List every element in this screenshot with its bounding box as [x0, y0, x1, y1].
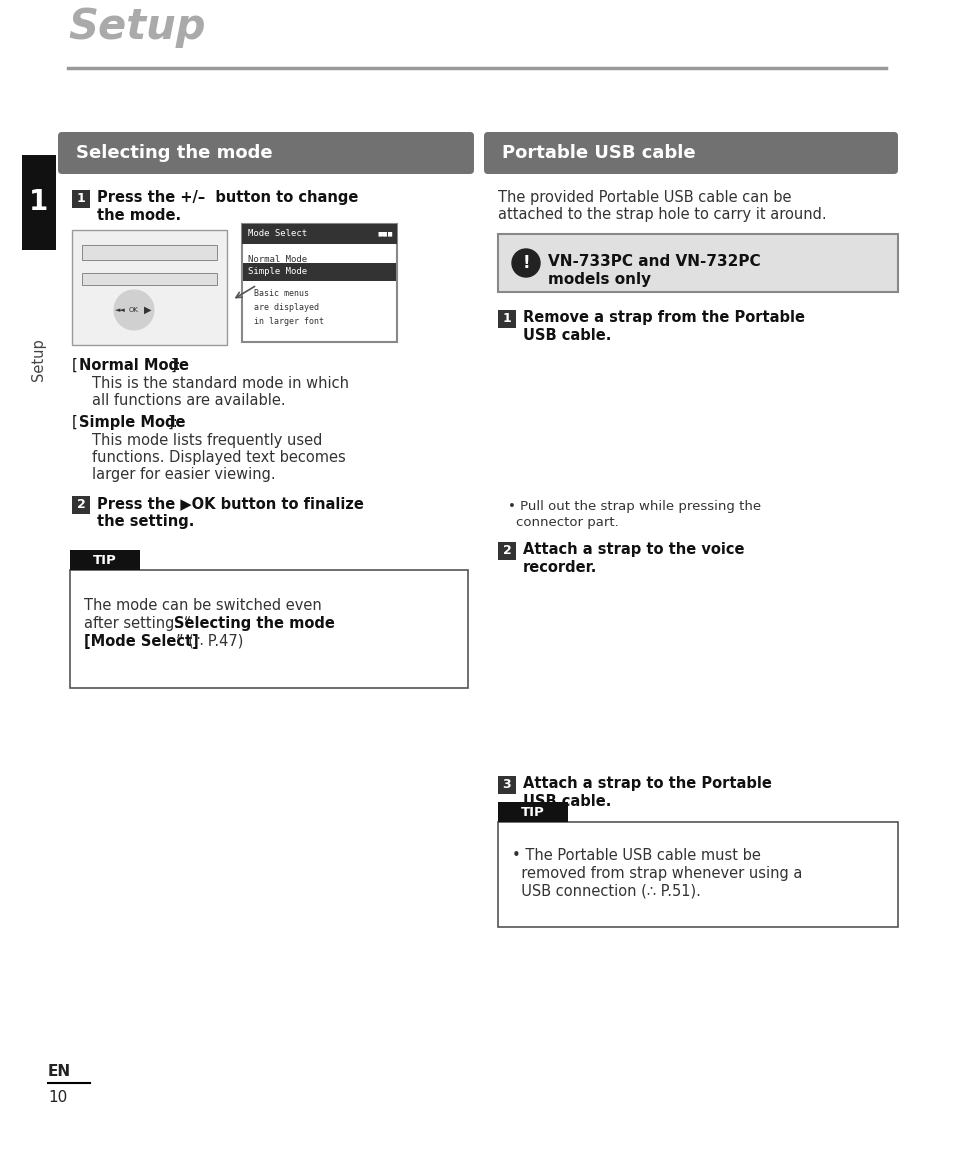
Bar [497, 776, 516, 794]
Text: TIP: TIP [93, 554, 117, 566]
Text: EN: EN [48, 1064, 71, 1079]
Text: The mode can be switched even: The mode can be switched even [84, 598, 321, 613]
Text: • Pull out the strap while pressing the: • Pull out the strap while pressing the [507, 500, 760, 513]
Bar [71, 496, 90, 514]
Text: [: [ [71, 415, 77, 430]
Text: ◄◄: ◄◄ [114, 307, 125, 313]
Text: Remove a strap from the Portable: Remove a strap from the Portable [522, 310, 804, 325]
Text: ]:: ]: [168, 415, 178, 430]
Text: 3: 3 [502, 778, 511, 792]
Text: removed from strap whenever using a: removed from strap whenever using a [512, 866, 801, 881]
FancyBboxPatch shape [58, 132, 474, 174]
Text: connector part.: connector part. [516, 516, 618, 529]
Bar [497, 542, 516, 560]
Bar [71, 230, 227, 345]
Text: in larger font: in larger font [253, 317, 324, 327]
Text: ]:: ]: [171, 358, 182, 373]
Text: Normal Mode: Normal Mode [79, 358, 189, 373]
Text: !: ! [521, 254, 529, 272]
Text: after setting. “: after setting. “ [84, 616, 191, 631]
Text: functions. Displayed text becomes: functions. Displayed text becomes [91, 450, 345, 466]
FancyBboxPatch shape [483, 132, 897, 174]
Bar [70, 550, 140, 570]
Text: 1: 1 [76, 192, 85, 205]
Bar [70, 570, 468, 688]
Text: 1: 1 [30, 188, 49, 217]
Text: the mode.: the mode. [97, 208, 181, 223]
Text: Normal Mode: Normal Mode [248, 255, 307, 264]
Circle shape [512, 249, 539, 277]
Bar [242, 223, 396, 342]
Text: The provided Portable USB cable can be: The provided Portable USB cable can be [497, 190, 791, 205]
Text: Attach a strap to the voice: Attach a strap to the voice [522, 542, 743, 557]
Circle shape [113, 290, 153, 330]
Text: Portable USB cable: Portable USB cable [501, 144, 695, 162]
Text: Setup: Setup [31, 338, 47, 381]
Text: Press the +/–  button to change: Press the +/– button to change [97, 190, 358, 205]
Text: larger for easier viewing.: larger for easier viewing. [91, 467, 275, 482]
Text: ■■■: ■■■ [376, 232, 393, 236]
Text: 2: 2 [502, 544, 511, 557]
Text: 10: 10 [48, 1090, 67, 1105]
Bar [243, 263, 395, 281]
Text: ▶: ▶ [144, 305, 152, 315]
Text: This mode lists frequently used: This mode lists frequently used [91, 433, 322, 448]
Text: all functions are available.: all functions are available. [91, 393, 285, 408]
Bar [497, 802, 567, 822]
Text: are displayed: are displayed [253, 303, 318, 313]
Bar [497, 234, 897, 292]
Text: models only: models only [547, 272, 651, 287]
Text: 1: 1 [502, 313, 511, 325]
Text: Press the ▶OK button to finalize: Press the ▶OK button to finalize [97, 496, 363, 511]
Text: Simple Mode: Simple Mode [248, 267, 307, 277]
Text: TIP: TIP [520, 806, 544, 819]
Text: Attach a strap to the Portable: Attach a strap to the Portable [522, 776, 771, 791]
Text: [: [ [71, 358, 77, 373]
Text: Selecting the mode: Selecting the mode [173, 616, 335, 631]
Text: Setup: Setup [68, 6, 205, 47]
Bar [82, 245, 216, 261]
Text: attached to the strap hole to carry it around.: attached to the strap hole to carry it a… [497, 207, 825, 222]
Text: VN-733PC and VN-732PC: VN-733PC and VN-732PC [547, 254, 760, 269]
Text: ” (∴ P.47): ” (∴ P.47) [175, 633, 243, 648]
Bar [242, 223, 396, 244]
Text: 2: 2 [76, 498, 85, 512]
Text: This is the standard mode in which: This is the standard mode in which [91, 376, 349, 391]
Bar [497, 822, 897, 928]
Bar [82, 273, 216, 285]
Text: USB connection (∴ P.51).: USB connection (∴ P.51). [512, 884, 700, 899]
Text: USB cable.: USB cable. [522, 328, 611, 343]
Text: the setting.: the setting. [97, 514, 194, 529]
Text: Simple Mode: Simple Mode [79, 415, 185, 430]
Text: • The Portable USB cable must be: • The Portable USB cable must be [512, 848, 760, 863]
Text: OK: OK [129, 307, 139, 313]
Text: Basic menus: Basic menus [253, 290, 309, 299]
Bar [22, 155, 56, 250]
Text: Selecting the mode: Selecting the mode [76, 144, 273, 162]
Text: USB cable.: USB cable. [522, 794, 611, 809]
Text: recorder.: recorder. [522, 560, 597, 576]
Text: [Mode Select]: [Mode Select] [84, 633, 198, 648]
Bar [71, 190, 90, 208]
Bar [497, 310, 516, 328]
Text: Mode Select: Mode Select [248, 229, 307, 239]
